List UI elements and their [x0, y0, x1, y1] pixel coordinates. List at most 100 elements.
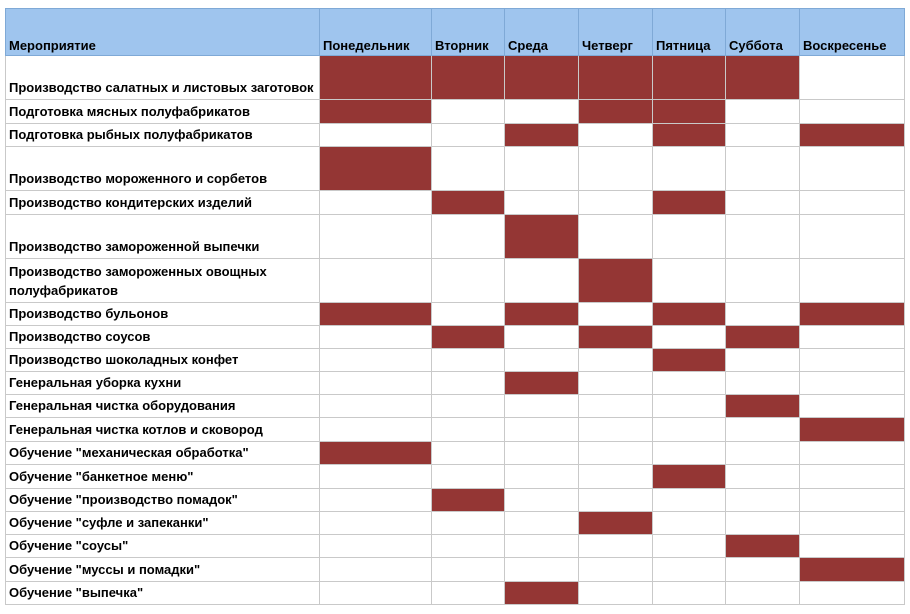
header-friday: Пятница — [652, 8, 726, 56]
schedule-cell-tuesday — [431, 394, 505, 418]
event-name-cell: Обучение "муссы и помадки" — [5, 557, 320, 582]
schedule-cell-saturday — [725, 417, 800, 442]
table-row: Производство кондитерских изделий — [5, 190, 905, 215]
schedule-cell-thursday — [578, 581, 653, 605]
schedule-cell-wednesday — [504, 488, 579, 512]
schedule-cell-saturday — [725, 214, 800, 259]
table-row: Генеральная чистка оборудования — [5, 394, 905, 418]
schedule-cell-thursday — [578, 258, 653, 303]
schedule-cell-wednesday — [504, 55, 579, 100]
schedule-cell-thursday — [578, 371, 653, 395]
schedule-cell-saturday — [725, 441, 800, 465]
schedule-cell-saturday — [725, 55, 800, 100]
event-name-cell: Производство шоколадных конфет — [5, 348, 320, 372]
schedule-cell-wednesday — [504, 302, 579, 326]
schedule-cell-monday — [319, 557, 432, 582]
schedule-cell-thursday — [578, 417, 653, 442]
schedule-cell-monday — [319, 534, 432, 558]
schedule-cell-saturday — [725, 371, 800, 395]
schedule-cell-wednesday — [504, 258, 579, 303]
schedule-cell-tuesday — [431, 348, 505, 372]
table-row: Производство мороженного и сорбетов — [5, 146, 905, 191]
header-saturday: Суббота — [725, 8, 800, 56]
schedule-cell-tuesday — [431, 371, 505, 395]
schedule-cell-thursday — [578, 394, 653, 418]
table-row: Производство замороженных овощных полуфа… — [5, 258, 905, 303]
schedule-cell-tuesday — [431, 123, 505, 147]
schedule-cell-sunday — [799, 441, 905, 465]
schedule-cell-wednesday — [504, 190, 579, 215]
table-row: Обучение "банкетное меню" — [5, 464, 905, 489]
schedule-cell-saturday — [725, 190, 800, 215]
schedule-cell-thursday — [578, 348, 653, 372]
schedule-cell-saturday — [725, 325, 800, 349]
schedule-cell-thursday — [578, 99, 653, 124]
schedule-cell-thursday — [578, 146, 653, 191]
schedule-cell-tuesday — [431, 417, 505, 442]
schedule-cell-monday — [319, 214, 432, 259]
schedule-cell-sunday — [799, 214, 905, 259]
header-wednesday: Среда — [504, 8, 579, 56]
schedule-cell-tuesday — [431, 214, 505, 259]
event-name-cell: Обучение "производство помадок" — [5, 488, 320, 512]
event-name-cell: Подготовка рыбных полуфабрикатов — [5, 123, 320, 147]
schedule-cell-monday — [319, 258, 432, 303]
table-row: Обучение "муссы и помадки" — [5, 557, 905, 582]
table-row: Обучение "механическая обработка" — [5, 441, 905, 465]
schedule-cell-friday — [652, 302, 726, 326]
event-name-cell: Обучение "выпечка" — [5, 581, 320, 605]
schedule-cell-monday — [319, 464, 432, 489]
event-name-cell: Производство замороженной выпечки — [5, 214, 320, 259]
event-name-cell: Производство бульонов — [5, 302, 320, 326]
schedule-cell-friday — [652, 557, 726, 582]
schedule-cell-friday — [652, 348, 726, 372]
header-thursday: Четверг — [578, 8, 653, 56]
schedule-cell-saturday — [725, 557, 800, 582]
event-name-cell: Генеральная чистка котлов и сковород — [5, 417, 320, 442]
event-name-cell: Генеральная чистка оборудования — [5, 394, 320, 418]
schedule-cell-tuesday — [431, 464, 505, 489]
schedule-cell-tuesday — [431, 557, 505, 582]
schedule-cell-monday — [319, 55, 432, 100]
schedule-cell-tuesday — [431, 190, 505, 215]
schedule-cell-monday — [319, 441, 432, 465]
schedule-cell-monday — [319, 488, 432, 512]
schedule-cell-friday — [652, 511, 726, 535]
schedule-cell-friday — [652, 417, 726, 442]
event-name-cell: Производство соусов — [5, 325, 320, 349]
schedule-cell-thursday — [578, 441, 653, 465]
table-row: Производство замороженной выпечки — [5, 214, 905, 259]
table-row: Обучение "производство помадок" — [5, 488, 905, 512]
schedule-cell-tuesday — [431, 99, 505, 124]
schedule-cell-wednesday — [504, 534, 579, 558]
schedule-cell-friday — [652, 99, 726, 124]
schedule-cell-tuesday — [431, 146, 505, 191]
header-event: Мероприятие — [5, 8, 320, 56]
event-name-cell: Обучение "суфле и запеканки" — [5, 511, 320, 535]
table-row: Обучение "соусы" — [5, 534, 905, 558]
schedule-cell-tuesday — [431, 325, 505, 349]
schedule-cell-saturday — [725, 302, 800, 326]
schedule-cell-wednesday — [504, 511, 579, 535]
schedule-cell-saturday — [725, 464, 800, 489]
event-name-cell: Производство замороженных овощных полуфа… — [5, 258, 320, 303]
header-monday: Понедельник — [319, 8, 432, 56]
table-row: Производство соусов — [5, 325, 905, 349]
schedule-cell-monday — [319, 511, 432, 535]
schedule-cell-wednesday — [504, 371, 579, 395]
schedule-cell-saturday — [725, 123, 800, 147]
schedule-cell-sunday — [799, 417, 905, 442]
schedule-cell-wednesday — [504, 99, 579, 124]
schedule-cell-wednesday — [504, 394, 579, 418]
schedule-cell-friday — [652, 371, 726, 395]
schedule-cell-wednesday — [504, 417, 579, 442]
event-name-cell: Производство кондитерских изделий — [5, 190, 320, 215]
schedule-cell-saturday — [725, 488, 800, 512]
schedule-cell-sunday — [799, 581, 905, 605]
schedule-cell-monday — [319, 325, 432, 349]
schedule-cell-monday — [319, 190, 432, 215]
schedule-cell-saturday — [725, 534, 800, 558]
schedule-cell-friday — [652, 488, 726, 512]
schedule-cell-saturday — [725, 348, 800, 372]
schedule-cell-monday — [319, 146, 432, 191]
